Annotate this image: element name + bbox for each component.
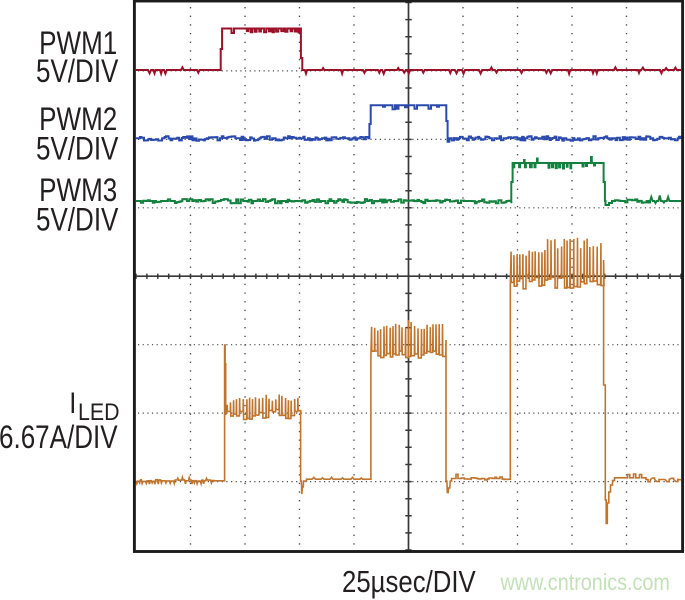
- svg-text:I: I: [69, 386, 76, 419]
- svg-text:5V/DIV: 5V/DIV: [36, 203, 119, 238]
- svg-text:LED: LED: [78, 398, 120, 425]
- svg-text:PWM1: PWM1: [39, 26, 117, 61]
- svg-text:5V/DIV: 5V/DIV: [36, 55, 119, 90]
- svg-text:25µsec/DIV: 25µsec/DIV: [342, 564, 476, 599]
- svg-text:5V/DIV: 5V/DIV: [36, 132, 119, 167]
- svg-text:www.cntronics.com: www.cntronics.com: [500, 568, 670, 595]
- svg-text:PWM3: PWM3: [39, 174, 117, 209]
- svg-text:PWM2: PWM2: [39, 103, 117, 138]
- svg-text:6.67A/DIV: 6.67A/DIV: [0, 420, 118, 455]
